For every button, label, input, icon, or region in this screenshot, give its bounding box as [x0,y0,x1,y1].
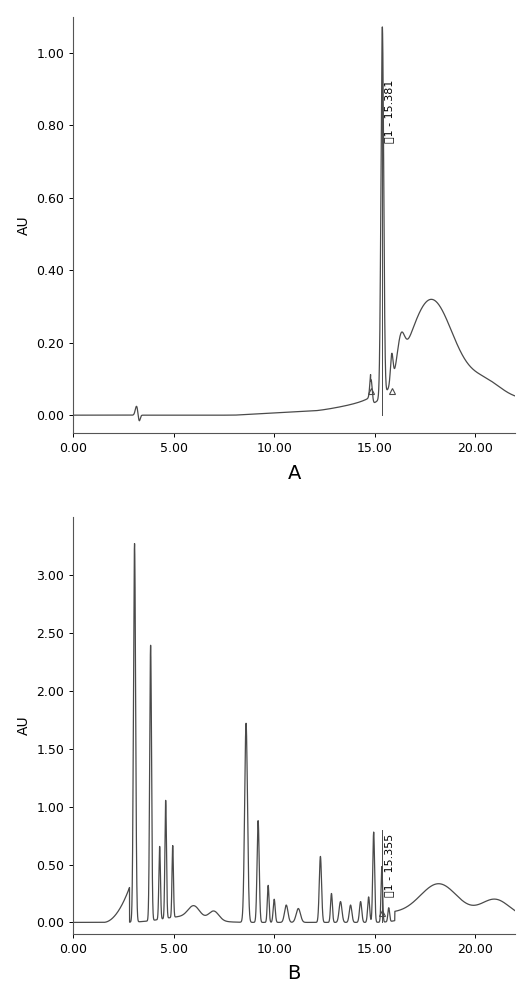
Y-axis label: AU: AU [16,215,31,235]
X-axis label: B: B [288,964,301,983]
Text: 峰1 - 15.355: 峰1 - 15.355 [384,834,394,897]
X-axis label: A: A [288,464,301,483]
Text: 峰1 - 15.381: 峰1 - 15.381 [384,80,394,143]
Y-axis label: AU: AU [16,716,31,735]
